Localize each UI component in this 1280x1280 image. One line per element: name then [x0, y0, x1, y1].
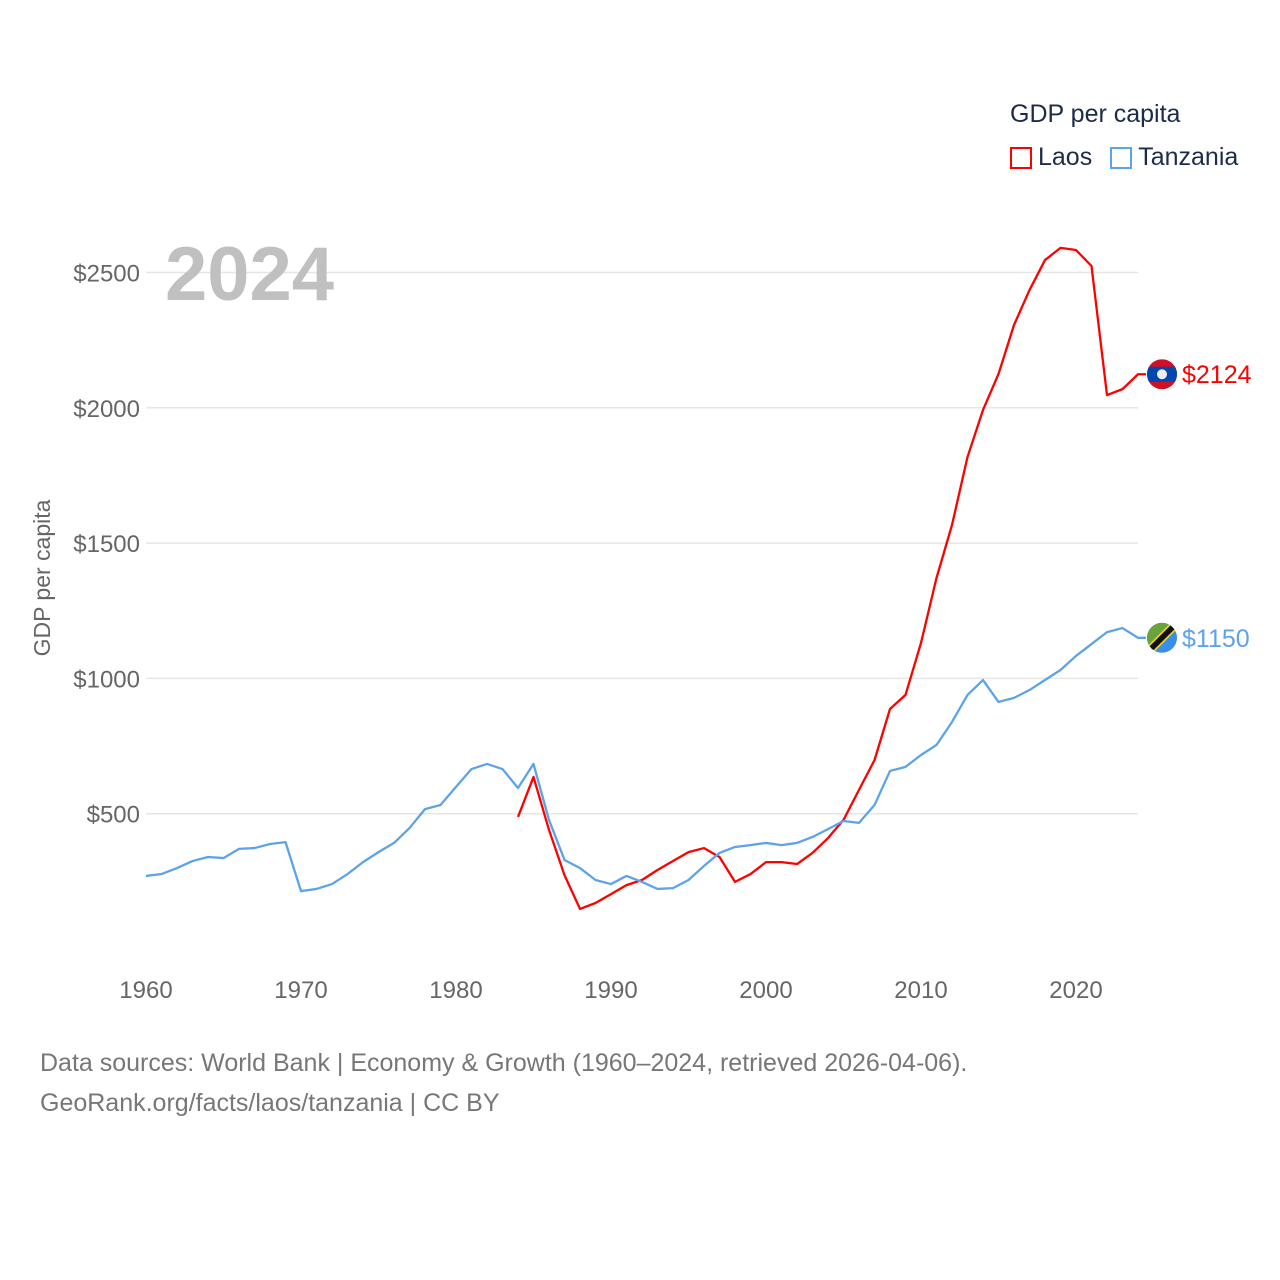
x-tick-label: 1990 — [584, 977, 637, 1004]
x-tick-label: 2000 — [739, 977, 792, 1004]
x-tick-label: 1980 — [429, 977, 482, 1004]
series-lines — [145, 246, 1146, 911]
series-line-tanzania — [145, 626, 1146, 893]
x-tick-label: 2020 — [1049, 977, 1102, 1004]
flag-body — [1147, 622, 1177, 653]
series-line-laos — [516, 246, 1146, 911]
y-axis-ticks: $500 $1000 $1500 $2000 $2500 — [73, 261, 140, 829]
x-tick-label: 1960 — [119, 977, 172, 1004]
end-value-label-laos: $2124 — [1182, 361, 1252, 389]
legend-swatch-tanzania — [1110, 146, 1133, 169]
x-tick-label: 2010 — [894, 977, 947, 1004]
y-tick-label: $2500 — [73, 261, 140, 288]
legend-label-laos: Laos — [1038, 143, 1093, 171]
y-tick-label: $1500 — [73, 531, 140, 558]
data-sources-text: Data sources: World Bank | Economy & Gro… — [40, 1049, 968, 1077]
legend-item-tanzania[interactable]: Tanzania — [1110, 143, 1238, 172]
flag-body — [1147, 359, 1177, 390]
flag-white-disc — [1157, 369, 1167, 380]
y-tick-label: $1000 — [73, 666, 140, 693]
end-value-label-tanzania: $1150 — [1182, 625, 1250, 653]
x-tick-label: 1970 — [274, 977, 327, 1004]
end-labels: $2124 $1150 — [1147, 359, 1252, 653]
legend-item-laos[interactable]: Laos — [1010, 143, 1092, 172]
flag-tanzania-icon — [1147, 622, 1177, 653]
source-link[interactable]: GeoRank.org/facts/laos/tanzania | CC BY — [40, 1089, 500, 1117]
x-axis-ticks: 1960 1970 1980 1990 2000 2010 2020 — [119, 977, 1102, 1004]
footer: Data sources: World Bank | Economy & Gro… — [40, 1043, 967, 1123]
flag-laos-icon — [1147, 359, 1177, 390]
y-tick-label: $2000 — [73, 396, 140, 423]
y-tick-label: $500 — [87, 802, 140, 829]
y-axis-label: GDP per capita — [29, 499, 55, 656]
legend-title: GDP per capita — [1010, 100, 1181, 128]
legend: Laos Tanzania — [1010, 143, 1238, 172]
legend-swatch-laos — [1010, 146, 1032, 169]
year-watermark: 2024 — [165, 232, 334, 317]
legend-label-tanzania: Tanzania — [1138, 143, 1239, 171]
gridlines — [146, 271, 1138, 815]
